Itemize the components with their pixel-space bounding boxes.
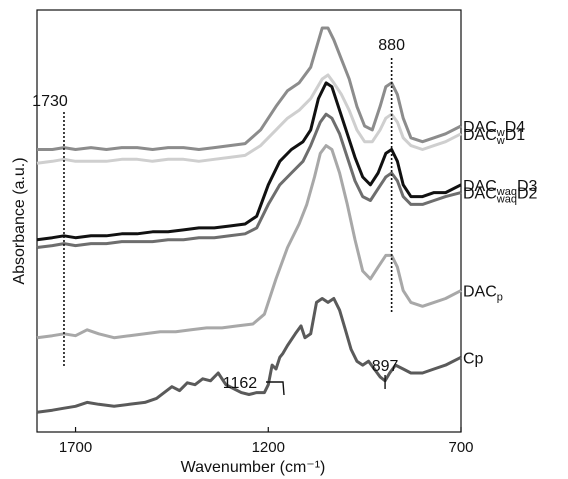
- annotation-leader-1162: [266, 381, 285, 396]
- series-label-0: DACwD4: [463, 119, 525, 139]
- series-line-1: [36, 73, 462, 165]
- annotation-label-897: 897: [372, 358, 399, 375]
- x-tick-label-1: 1200: [252, 439, 285, 456]
- annotation-label-1730: 1730: [32, 93, 68, 110]
- annotation-label-880: 880: [378, 37, 405, 54]
- annotation-layer: 1730 880 1162 897: [32, 37, 405, 396]
- series-layer: [36, 26, 462, 414]
- series-label-4: DACp: [463, 284, 503, 304]
- plot-frame: [36, 9, 462, 433]
- series-label-2: DACwaqD3: [463, 178, 538, 198]
- series-label-3: DACwaqD2: [463, 186, 538, 206]
- series-line-2: [36, 81, 462, 242]
- series-line-3: [36, 112, 462, 249]
- y-axis-label: Absorbance (a.u.): [11, 157, 28, 284]
- series-line-0: [37, 26, 462, 151]
- series-label-1: DACwD1: [463, 127, 525, 147]
- x-axis-label: Wavenumber (cm⁻¹): [181, 459, 326, 476]
- x-tick-label-2: 700: [448, 439, 473, 456]
- series-line-5: [36, 297, 462, 414]
- series-label-5: Cp: [463, 350, 484, 367]
- annotation-label-1162: 1162: [223, 375, 258, 392]
- series-line-4: [36, 144, 462, 340]
- x-tick-label-0: 1700: [59, 439, 92, 456]
- tick-layer: 1700 1200 700: [59, 427, 474, 456]
